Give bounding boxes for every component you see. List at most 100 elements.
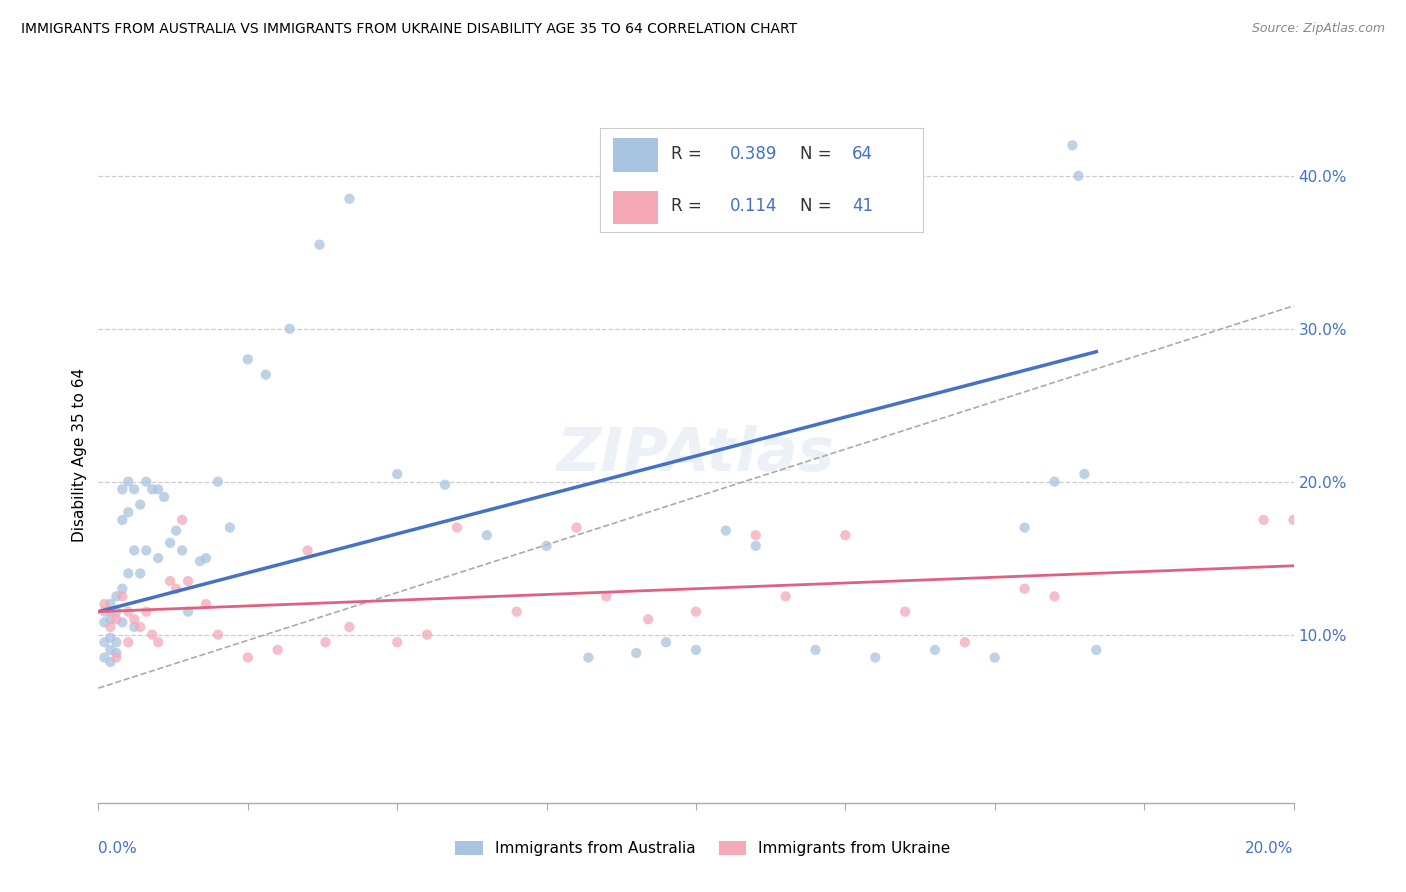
Point (105, 590, 128, 604)
Point (207, 475, 229, 489)
Point (159, 574, 181, 588)
Text: IMMIGRANTS FROM AUSTRALIA VS IMMIGRANTS FROM UKRAINE DISABILITY AGE 35 TO 64 COR: IMMIGRANTS FROM AUSTRALIA VS IMMIGRANTS … (21, 22, 797, 37)
FancyBboxPatch shape (613, 138, 658, 172)
Point (111, 483, 134, 497)
Point (385, 467, 409, 481)
Point (129, 566, 152, 581)
Point (117, 566, 139, 581)
Point (117, 605, 139, 619)
Point (98, 597, 122, 611)
Point (93, 615, 115, 630)
Point (172, 543, 194, 558)
Point (105, 612, 128, 626)
Point (1043, 590, 1066, 604)
Point (105, 635, 128, 649)
Point (236, 650, 259, 665)
Point (775, 590, 797, 604)
Point (111, 582, 134, 596)
Point (159, 536, 181, 550)
Y-axis label: Disability Age 35 to 64: Disability Age 35 to 64 (72, 368, 87, 542)
Point (129, 498, 152, 512)
Point (105, 650, 128, 665)
Text: R =: R = (671, 197, 713, 215)
Point (339, 620, 360, 634)
Point (1067, 169, 1090, 183)
Point (135, 605, 157, 619)
Point (536, 539, 558, 553)
Point (308, 237, 330, 252)
Point (117, 505, 139, 519)
Point (135, 543, 157, 558)
Point (105, 605, 128, 619)
Point (1282, 513, 1305, 527)
Text: 20.0%: 20.0% (1246, 841, 1294, 856)
Point (98, 643, 122, 657)
Point (111, 615, 134, 630)
Point (93, 605, 115, 619)
Point (339, 192, 360, 206)
Point (219, 520, 242, 534)
Point (135, 475, 157, 489)
Point (148, 483, 170, 497)
Point (865, 650, 887, 665)
Text: 0.389: 0.389 (730, 145, 776, 163)
Text: N =: N = (800, 197, 838, 215)
Point (148, 635, 170, 649)
Point (207, 627, 229, 641)
Point (1043, 475, 1066, 489)
Point (804, 643, 827, 657)
Point (98, 612, 122, 626)
Point (655, 635, 678, 649)
Point (141, 627, 163, 641)
Point (93, 597, 115, 611)
Point (1014, 582, 1036, 596)
Point (685, 643, 707, 657)
Text: N =: N = (800, 145, 838, 163)
Point (637, 612, 659, 626)
Point (148, 551, 170, 566)
Point (1014, 520, 1036, 534)
FancyBboxPatch shape (613, 191, 658, 224)
Text: Source: ZipAtlas.com: Source: ZipAtlas.com (1251, 22, 1385, 36)
Point (98, 605, 122, 619)
Point (98, 655, 122, 669)
Point (416, 627, 439, 641)
Text: R =: R = (671, 145, 707, 163)
Point (685, 605, 707, 619)
Point (194, 551, 218, 566)
Text: 0.0%: 0.0% (98, 841, 138, 856)
Point (194, 597, 218, 611)
Point (93, 635, 115, 649)
Point (111, 590, 134, 604)
Point (172, 513, 194, 527)
Point (117, 475, 139, 489)
Point (446, 520, 468, 534)
Point (98, 631, 122, 645)
Point (745, 539, 768, 553)
Point (953, 635, 976, 649)
Point (254, 368, 277, 382)
Point (578, 650, 600, 665)
Point (475, 528, 498, 542)
Point (93, 650, 115, 665)
Text: 41: 41 (852, 197, 873, 215)
Point (894, 605, 917, 619)
Point (1062, 138, 1084, 153)
Point (177, 574, 200, 588)
Point (434, 477, 457, 491)
Point (124, 483, 146, 497)
Point (315, 635, 337, 649)
Legend: Immigrants from Australia, Immigrants from Ukraine: Immigrants from Australia, Immigrants fr… (450, 835, 956, 862)
Point (714, 524, 737, 538)
Point (188, 554, 211, 568)
Point (267, 643, 290, 657)
Point (124, 612, 146, 626)
Point (385, 635, 409, 649)
Point (1073, 467, 1095, 481)
Point (177, 605, 200, 619)
Text: ZIPAtlas: ZIPAtlas (557, 425, 835, 484)
Point (595, 590, 617, 604)
Point (165, 524, 187, 538)
Point (117, 635, 139, 649)
Point (624, 646, 647, 660)
